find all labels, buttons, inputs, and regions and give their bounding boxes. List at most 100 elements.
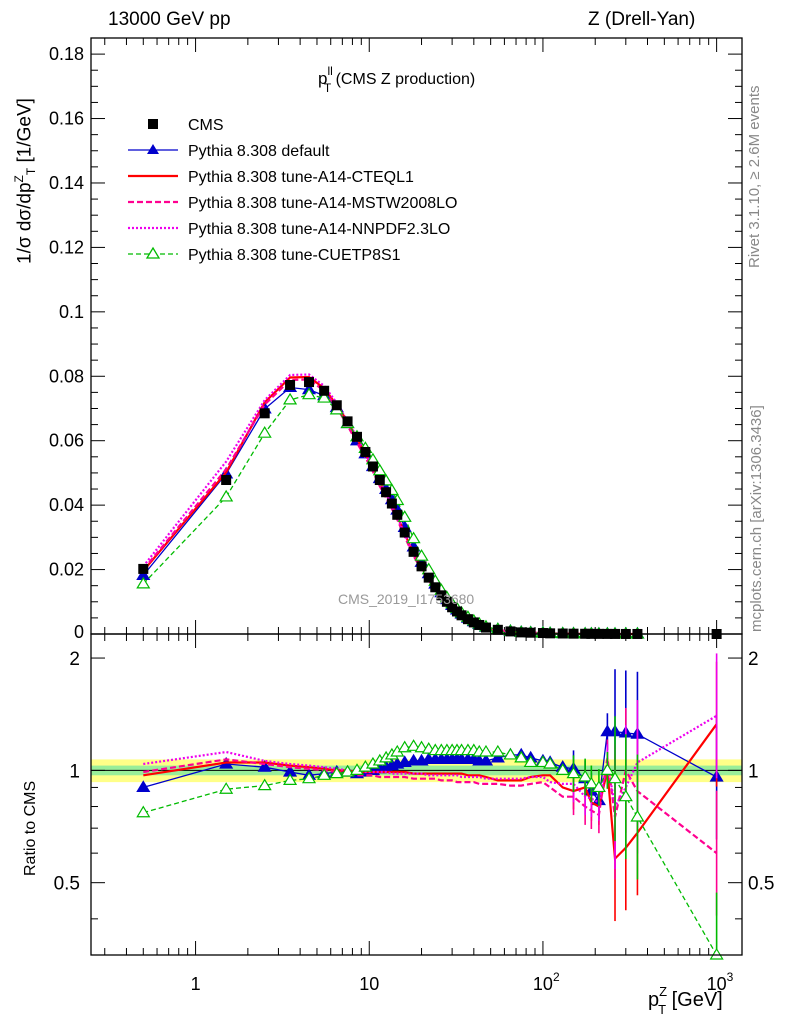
ratio-marker-cuetp — [490, 744, 505, 757]
ratio-marker-default — [490, 750, 505, 763]
ratio-marker-default — [136, 780, 151, 793]
ratio-marker-cuetp — [301, 771, 317, 784]
y-tick-label: 0.12 — [49, 237, 84, 257]
series-marker-cuetp — [283, 392, 298, 405]
ratio-marker-cuetp — [478, 744, 494, 757]
ratio-marker-cuetp — [555, 763, 570, 775]
x-tick-label: 1 — [191, 974, 201, 994]
cms-data-point — [221, 475, 232, 486]
header-left: 13000 GeV pp — [108, 9, 231, 30]
ratio-frame — [90, 633, 743, 956]
ratio-marker-cuetp — [566, 766, 581, 779]
cms-data-point — [331, 400, 342, 411]
cms-data-point — [505, 626, 516, 637]
cms-data-point — [381, 487, 392, 498]
cms-data-point — [430, 582, 441, 593]
legend-label-cteql1: Pythia 8.308 tune-A14-CTEQL1 — [188, 169, 414, 186]
ratio-marker-cuetp — [257, 778, 272, 791]
axes: 1 10 102 1030.020.040.060.080.10.120.140.16… — [49, 37, 774, 994]
ratio-marker-cuetp — [584, 776, 599, 789]
series-marker-cuetp — [136, 576, 151, 589]
cms-data-point — [537, 628, 548, 639]
ratio-marker-default — [478, 753, 494, 766]
ratio-marker-cuetp — [618, 789, 633, 802]
cms-data-point — [386, 498, 397, 509]
cms-data-point — [138, 563, 149, 574]
ratio-marker-cuetp — [543, 756, 558, 769]
series-marker-cuetp — [219, 489, 234, 502]
header-right: Z (Drell-Yan) — [588, 9, 696, 30]
ratio-marker-cuetp — [607, 771, 623, 784]
x-label-sup: Z — [659, 984, 667, 999]
x-tick-label-exp: 2 — [553, 970, 560, 984]
ratio-marker-cuetp — [503, 747, 518, 760]
cms-data-point — [474, 619, 485, 630]
x-tick-label: 10 — [359, 974, 379, 994]
cms-data-point — [456, 610, 467, 621]
cms-data-point — [367, 461, 378, 472]
cms-data-point — [416, 561, 427, 572]
title-rest: (CMS Z production) — [331, 71, 475, 88]
ratio-tick-label-left: 2 — [69, 649, 80, 670]
legend-label-cuetp: Pythia 8.308 tune-CUETP8S1 — [188, 247, 401, 264]
cms-data-point — [304, 377, 315, 388]
ratio-tick-label-left: 0.5 — [54, 874, 80, 895]
ratio-marker-cuetp — [600, 763, 615, 775]
ratio-series — [136, 653, 724, 960]
y-tick-label: 0.1 — [59, 302, 84, 322]
series-marker-cuetp — [406, 531, 421, 544]
legend-label-nnpdf: Pythia 8.308 tune-A14-NNPDF2.3LO — [188, 221, 450, 238]
ratio-tick-label-right: 1 — [748, 761, 759, 782]
watermark: CMS_2019_I1753680 — [338, 591, 474, 607]
cms-data-point — [480, 622, 491, 633]
ratio-marker-cuetp — [591, 780, 606, 793]
plot-title: pll T (CMS Z production) — [318, 64, 475, 95]
ratio-marker-cuetp — [406, 739, 421, 751]
cms-data-point — [516, 627, 527, 638]
cms-data-point — [423, 572, 434, 583]
cms-data-point — [319, 385, 330, 396]
ratio-marker-cuetp — [514, 750, 529, 763]
cms-data-point — [392, 509, 403, 520]
ratio-marker-cuetp — [578, 769, 593, 782]
cms-data-point — [441, 596, 452, 607]
x-axis-label: pZ T [GeV] — [648, 984, 723, 1017]
ratio-marker-cuetp — [317, 768, 332, 780]
legend: CMS Pythia 8.308 default Pythia 8.308 tu… — [128, 117, 457, 264]
ratio-marker-cuetp — [340, 764, 355, 777]
cms-data-point — [436, 590, 447, 601]
ratio-tick-label-right: 0.5 — [748, 874, 774, 895]
series-marker-cuetp — [257, 426, 272, 438]
y-tick-label: 0.16 — [49, 109, 84, 129]
cms-data-point — [374, 475, 385, 486]
y-tick-label: 0.04 — [49, 495, 84, 515]
y-tick-label: 0.06 — [49, 431, 84, 451]
x-tick-label-exp: 3 — [727, 970, 734, 984]
cms-data-point — [360, 446, 371, 457]
x-label-sub: T — [658, 1002, 666, 1017]
ratio-tick-label-right: 2 — [748, 649, 759, 670]
cms-data-point — [468, 617, 479, 628]
legend-marker-cuetp — [145, 246, 161, 259]
cms-data-point — [285, 379, 296, 390]
ratio-marker-cuetp — [136, 805, 151, 818]
ratio-marker-cuetp — [709, 947, 724, 960]
cms-data-point — [399, 527, 410, 538]
ratio-tick-label-left: 1 — [69, 761, 80, 782]
cms-data-point — [525, 627, 536, 638]
y-tick-label: 0.08 — [49, 366, 84, 386]
legend-label-cms: CMS — [188, 117, 224, 134]
legend-label-default: Pythia 8.308 default — [188, 143, 330, 160]
cms-data-point — [408, 546, 419, 557]
ratio-marker-cuetp — [219, 782, 234, 794]
y-tick-label: 0.14 — [49, 173, 84, 193]
cms-data-point — [342, 416, 353, 427]
title-sup: ll — [327, 64, 332, 78]
ratio-marker-cuetp — [523, 755, 538, 768]
x-label-unit: [GeV] — [666, 989, 723, 1011]
cms-data-point — [462, 614, 473, 625]
legend-label-mstw: Pythia 8.308 tune-A14-MSTW2008LO — [188, 195, 457, 212]
x-label-base: p — [648, 989, 659, 1011]
y-tick-label-zero: 0 — [74, 622, 84, 642]
